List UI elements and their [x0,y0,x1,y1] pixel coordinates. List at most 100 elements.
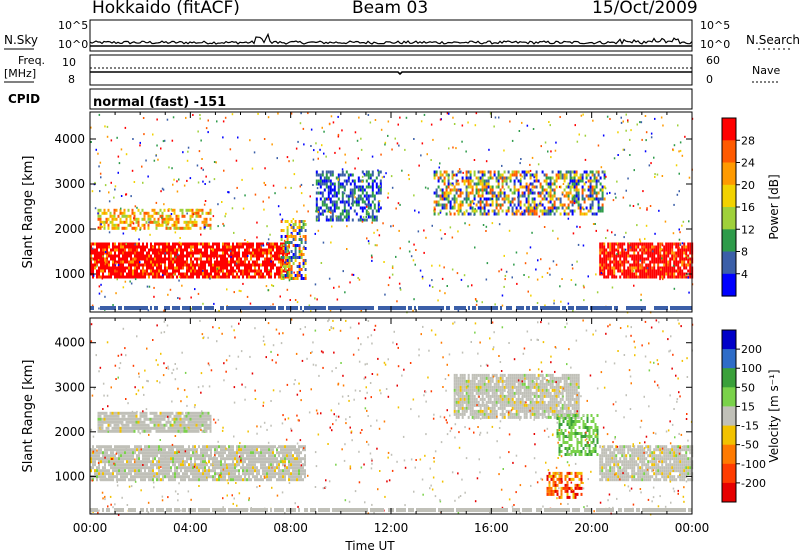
power-cell [190,263,192,267]
power-cell [679,272,682,276]
velocity-cell [220,463,222,467]
power-speckle [453,123,456,125]
power-nearrange-cell [232,306,234,310]
velocity-cell [178,457,180,461]
power-cell [274,245,276,249]
power-cell [323,203,326,207]
power-speckle [384,141,387,144]
power-cell [96,269,98,273]
power-cell [300,229,303,232]
power-speckle [650,136,653,139]
power-cell [607,263,610,267]
power-cell [459,188,462,192]
power-cell [575,200,578,204]
power-cell [270,266,272,270]
power-cell [633,263,636,267]
power-cell [218,245,220,249]
power-cell [224,245,226,249]
power-cell [377,209,380,213]
power-cell [689,248,692,252]
power-cell [681,257,684,261]
power-cell [254,275,256,279]
power-cell [175,214,178,218]
power-cell [192,254,194,258]
power-cell [453,206,456,210]
power-cell [667,248,670,252]
power-cell [517,179,520,183]
power-cell [122,251,124,255]
velocity-cell [160,478,162,482]
power-cell [222,263,224,267]
power-cell [244,257,246,261]
velocity-cell [112,454,114,458]
power-cell [294,250,297,253]
power-cell [288,277,291,280]
power-cell [160,266,162,270]
power-speckle [617,131,619,134]
power-cell [455,173,458,177]
power-speckle [656,173,659,176]
power-cell [687,260,690,264]
power-cell [647,269,650,273]
power-cell [304,223,307,226]
power-cell [186,254,188,258]
velocity-cell [138,448,140,452]
power-cell [129,223,132,227]
power-cell [591,194,594,198]
power-nearrange-cell [220,306,222,310]
power-cell [134,275,136,279]
power-cell [142,248,144,252]
power-cell [341,200,344,204]
power-speckle [380,187,382,190]
power-cell [637,251,640,255]
velocity-cell [252,463,254,467]
velocity-cell [180,478,182,482]
power-cell [131,220,134,224]
power-cell [120,251,122,255]
power-speckle [181,284,183,287]
power-speckle [649,205,652,207]
velocity-cell [166,451,168,455]
power-cell [280,256,283,259]
velocity-cell [218,466,220,470]
power-speckle [192,213,195,216]
power-cell [300,241,303,244]
power-cell [192,269,194,273]
power-cell [459,206,462,210]
power-cell [159,214,162,218]
velocity-cell [252,460,254,464]
power-cell [262,242,264,246]
velocity-cell [256,478,258,482]
power-cell [351,203,354,207]
power-cell [101,220,104,224]
power-cell [677,266,680,270]
power-speckle [471,199,474,202]
power-cell [355,200,358,204]
velocity-cell [172,472,174,476]
power-cell [589,206,592,210]
power-nearrange-cell [254,306,256,310]
power-cell [517,194,520,198]
power-cell [133,211,136,215]
power-speckle [106,220,109,223]
power-speckle [112,304,114,306]
power-nearrange-cell [654,306,656,310]
power-cell [176,263,178,267]
power-cell [236,254,238,258]
power-nearrange-cell [270,306,272,310]
power-cell [539,185,542,189]
power-cell [641,263,644,267]
power-cell [201,208,204,212]
power-cell [224,251,226,255]
power-speckle [254,193,257,196]
velocity-cell [260,457,262,461]
power-cell [325,197,328,201]
velocity-cell [242,460,244,464]
power-cell [505,182,508,186]
power-speckle [136,206,138,209]
velocity-cell [140,469,142,473]
power-cell [304,238,307,241]
power-cell [203,217,206,221]
power-speckle [474,246,476,249]
